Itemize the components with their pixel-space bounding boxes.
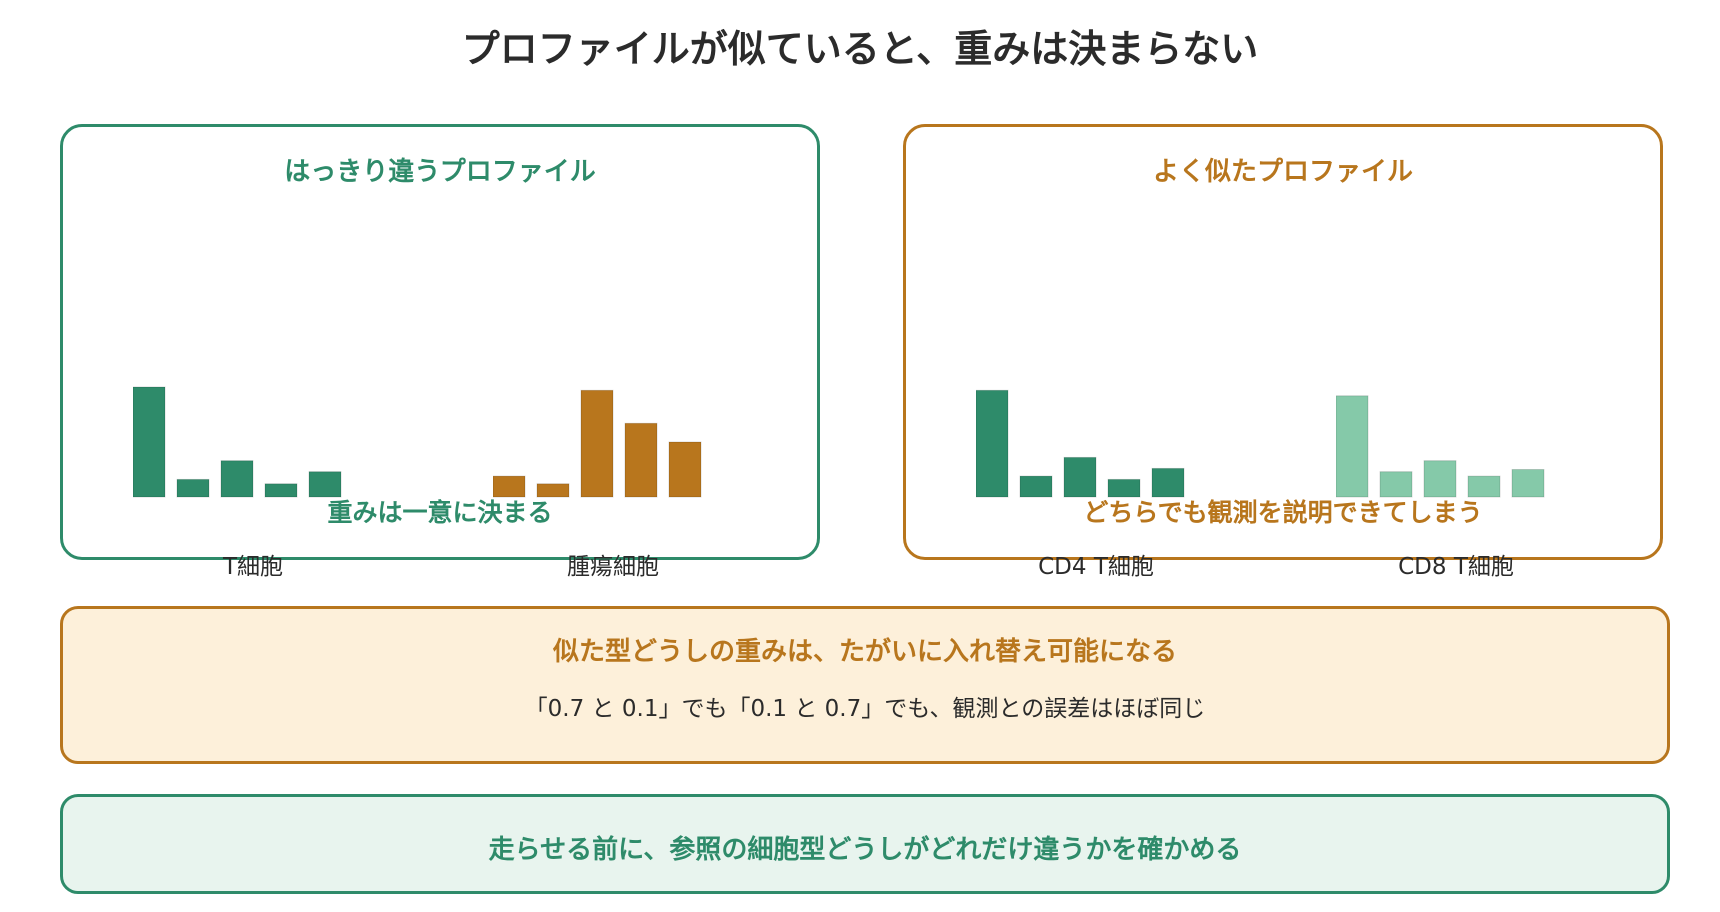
profile-bar-3 [1423, 460, 1457, 498]
profile-bar-4 [264, 483, 298, 498]
panel-conclusion: 重みは一意に決まる [327, 498, 553, 527]
tumor-cell-bars [493, 389, 702, 498]
profile-bar-4 [624, 422, 658, 498]
profile-bar-1 [976, 389, 1009, 498]
profile-label: T細胞 [222, 554, 284, 580]
t-cell-profile-chart: T細胞 [133, 247, 373, 580]
profile-bar-5 [1151, 467, 1185, 498]
cd8-t-cell-profile-chart: CD8 T細胞 [1336, 247, 1576, 580]
profile-bar-3 [1063, 456, 1097, 498]
profile-label: CD4 T細胞 [1038, 554, 1154, 580]
profile-bar-1 [1336, 395, 1369, 498]
profile-bar-2 [1019, 475, 1053, 498]
profile-bar-5 [308, 471, 342, 498]
tumor-cell-profile-chart: 腫瘍細胞 [493, 247, 733, 580]
panel-conclusion: どちらでも観測を説明できてしまう [1083, 498, 1483, 527]
cd8-t-cell-bars [1336, 395, 1545, 498]
cd4-t-cell-bars [976, 389, 1185, 498]
interchangeable-weights-note: 似た型どうしの重みは、たがいに入れ替え可能になる 「0.7 と 0.1」でも「0… [60, 606, 1670, 764]
page-title: プロファイルが似ていると、重みは決まらない [461, 27, 1259, 71]
profile-bar-5 [1511, 469, 1545, 498]
profile-bar-3 [220, 460, 254, 498]
t-cell-bars [133, 386, 342, 498]
panel-heading: よく似たプロファイル [1152, 157, 1413, 187]
profile-label: CD8 T細胞 [1398, 554, 1514, 580]
profile-bar-1 [133, 386, 166, 498]
note-heading: 似た型どうしの重みは、たがいに入れ替え可能になる [552, 637, 1177, 667]
profile-bar-2 [1379, 471, 1413, 498]
profile-bar-2 [536, 483, 570, 498]
cd4-t-cell-profile-chart: CD4 T細胞 [976, 247, 1216, 580]
profile-bar-4 [1467, 475, 1501, 498]
profile-label: 腫瘍細胞 [567, 554, 659, 580]
profile-bar-2 [176, 478, 210, 498]
check-references-tip: 走らせる前に、参照の細胞型どうしがどれだけ違うかを確かめる [60, 794, 1670, 894]
profile-bar-3 [580, 389, 614, 498]
profile-bar-1 [493, 475, 526, 498]
similar-profiles-panel: よく似たプロファイル CD4 T細胞 CD8 T細胞 どちらでも観測を説明できて… [903, 124, 1663, 580]
tip-text: 走らせる前に、参照の細胞型どうしがどれだけ違うかを確かめる [488, 835, 1242, 865]
note-body: 「0.7 と 0.1」でも「0.1 と 0.7」でも、観測との誤差はほぼ同じ [524, 696, 1206, 722]
distinct-profiles-panel: はっきり違うプロファイル T細胞 腫瘍細胞 重みは一意に決まる [60, 124, 820, 580]
panel-heading: はっきり違うプロファイル [284, 157, 596, 187]
profile-bar-5 [668, 441, 702, 498]
profile-bar-4 [1107, 478, 1141, 498]
